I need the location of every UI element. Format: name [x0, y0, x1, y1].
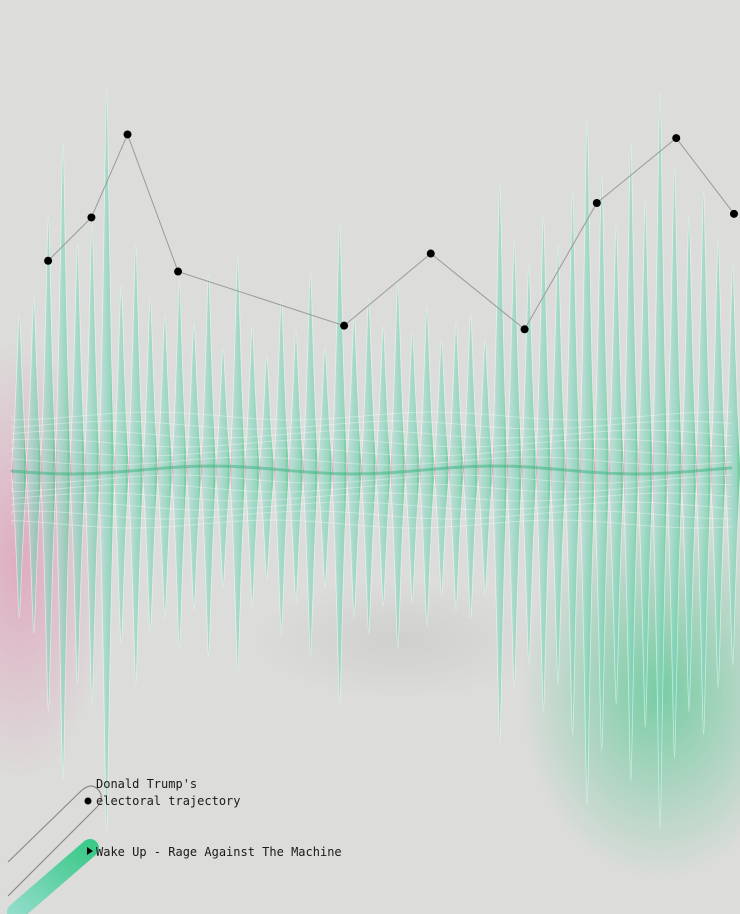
legend-trajectory-marker — [84, 797, 92, 805]
waveform-peak — [724, 264, 740, 666]
waveform-band — [11, 519, 733, 529]
waveform-band — [11, 510, 733, 520]
trajectory-layer — [44, 130, 738, 334]
trajectory-point — [87, 213, 96, 222]
waveform-band — [11, 411, 733, 421]
legend: Donald Trump's electoral trajectory Wake… — [7, 777, 342, 914]
trajectory-point — [520, 325, 529, 334]
legend-trajectory-label-line1: Donald Trump's — [96, 777, 197, 791]
waveform-band — [11, 456, 733, 466]
legend-song-label: Wake Up - Rage Against The Machine — [96, 845, 342, 859]
trajectory-line — [47, 133, 735, 331]
waveform-bands — [10, 411, 733, 529]
waveform-band — [11, 501, 733, 511]
legend-trajectory-label-line2: electoral trajectory — [96, 794, 241, 808]
waveform-band — [11, 483, 733, 493]
waveform-band — [10, 464, 733, 476]
waveform-band — [11, 474, 733, 484]
trajectory-point — [174, 267, 183, 276]
trajectory-point — [44, 256, 53, 265]
waveform-band — [11, 420, 733, 430]
trajectory-point — [340, 321, 349, 330]
waveform-band — [11, 429, 733, 439]
legend-trajectory-line — [7, 785, 102, 897]
trajectory-point — [123, 130, 132, 139]
trajectory-point — [672, 134, 681, 143]
waveform-band — [11, 492, 733, 502]
trajectory-point — [426, 249, 435, 258]
trajectory-point — [730, 209, 738, 218]
waveform-band — [11, 438, 733, 448]
legend-song-marker — [87, 847, 93, 855]
legend-song-stroke — [7, 839, 99, 914]
waveform-band — [11, 447, 733, 457]
waveform-layer — [10, 88, 740, 833]
gray-glow — [250, 580, 550, 700]
trajectory-point — [592, 199, 601, 208]
